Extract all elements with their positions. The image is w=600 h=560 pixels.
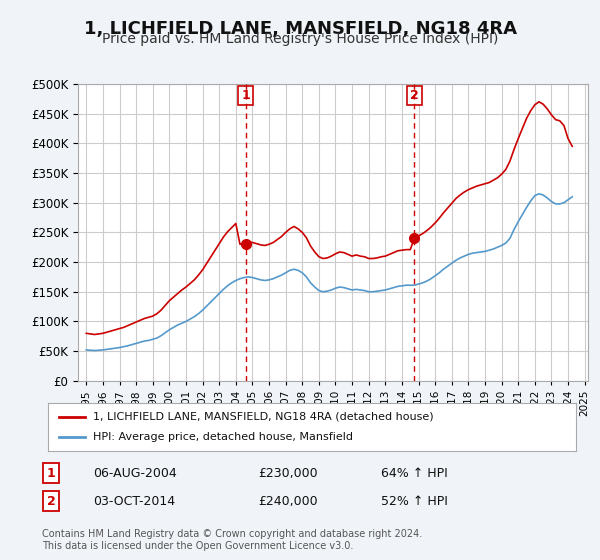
Text: 1, LICHFIELD LANE, MANSFIELD, NG18 4RA: 1, LICHFIELD LANE, MANSFIELD, NG18 4RA	[83, 20, 517, 38]
Text: 1: 1	[47, 466, 55, 480]
Text: HPI: Average price, detached house, Mansfield: HPI: Average price, detached house, Mans…	[93, 432, 353, 442]
Text: 06-AUG-2004: 06-AUG-2004	[93, 466, 177, 480]
Text: 64% ↑ HPI: 64% ↑ HPI	[381, 466, 448, 480]
Text: £240,000: £240,000	[258, 494, 317, 508]
Text: 2: 2	[47, 494, 55, 508]
Text: Price paid vs. HM Land Registry's House Price Index (HPI): Price paid vs. HM Land Registry's House …	[102, 32, 498, 46]
Text: 1, LICHFIELD LANE, MANSFIELD, NG18 4RA (detached house): 1, LICHFIELD LANE, MANSFIELD, NG18 4RA (…	[93, 412, 434, 422]
Text: 1: 1	[241, 90, 250, 102]
Text: Contains HM Land Registry data © Crown copyright and database right 2024.
This d: Contains HM Land Registry data © Crown c…	[42, 529, 422, 551]
Text: 52% ↑ HPI: 52% ↑ HPI	[381, 494, 448, 508]
Text: 03-OCT-2014: 03-OCT-2014	[93, 494, 175, 508]
Text: 2: 2	[410, 90, 419, 102]
Text: £230,000: £230,000	[258, 466, 317, 480]
